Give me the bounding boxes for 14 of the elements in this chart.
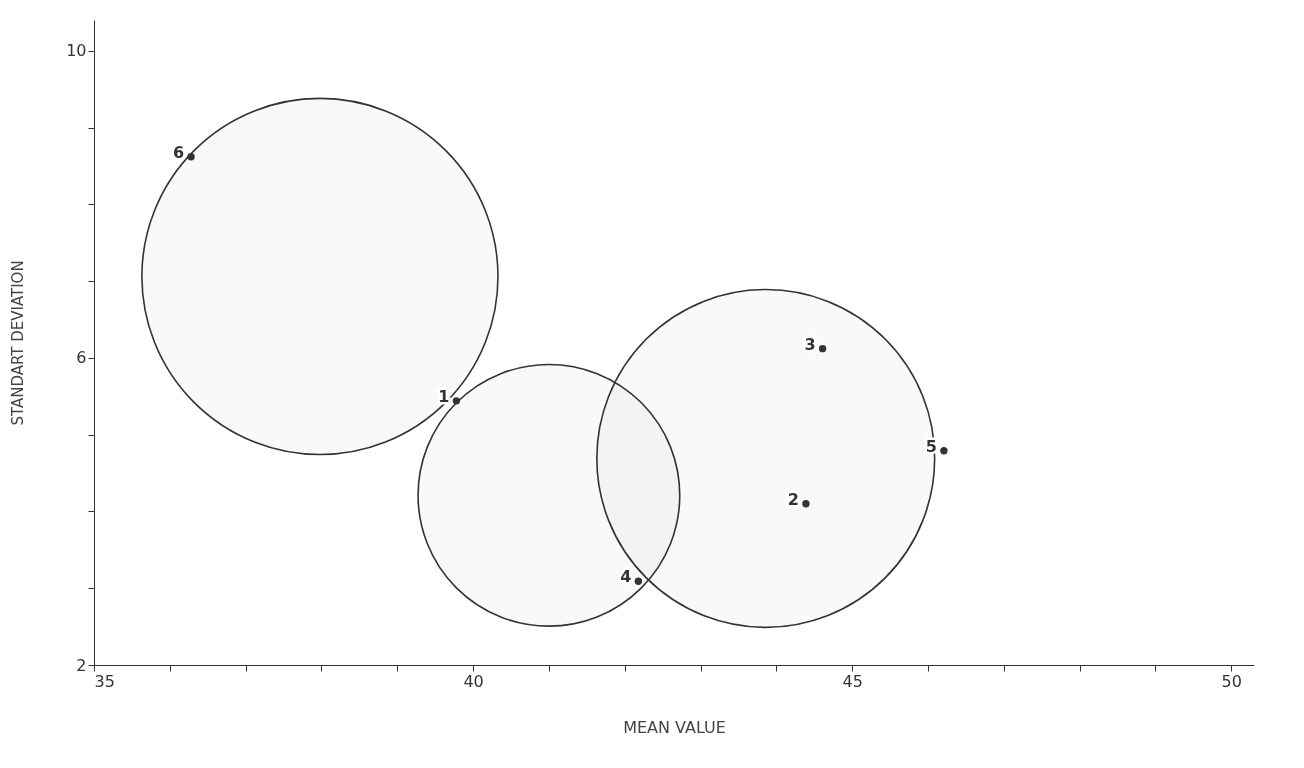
y-axis-title: STANDART DEVIATION <box>9 260 28 426</box>
annotation: 3 <box>804 334 816 354</box>
x-tick-label: 40 <box>463 671 484 691</box>
annotation: 4 <box>620 567 632 587</box>
x-tick-label: 45 <box>842 671 863 691</box>
y-tick-label: 10 <box>66 41 87 61</box>
x-tick-label: 50 <box>1221 671 1242 691</box>
x-axis-title: MEAN VALUE <box>623 717 726 737</box>
y-tick-label: 2 <box>76 655 87 675</box>
y-tick-label: 6 <box>76 348 87 368</box>
annotation: 6 <box>172 142 185 162</box>
x-tick-label: 35 <box>94 671 115 691</box>
annotation: 1 <box>438 386 450 406</box>
annotation: 2 <box>787 489 799 509</box>
